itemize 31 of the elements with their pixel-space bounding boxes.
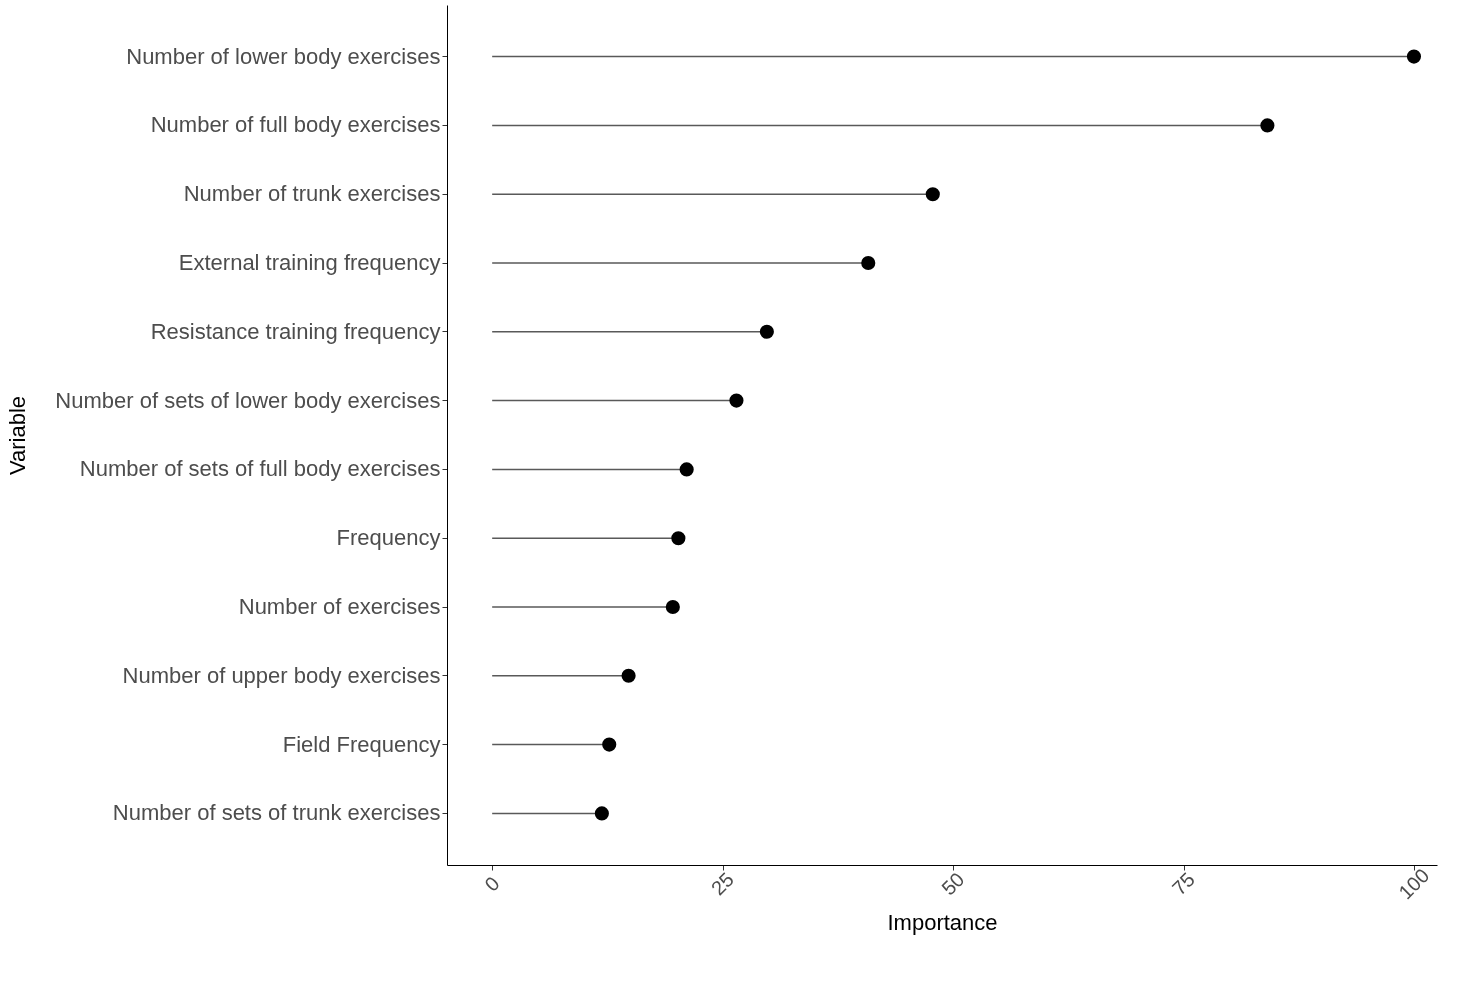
point bbox=[594, 806, 609, 821]
y-axis-title: Variable bbox=[4, 395, 30, 476]
y-tick-label: Number of trunk exercises bbox=[183, 181, 441, 207]
point bbox=[671, 531, 686, 546]
y-tick-label: External training frequency bbox=[178, 250, 441, 275]
point bbox=[759, 324, 774, 339]
point bbox=[1260, 118, 1275, 133]
point bbox=[621, 668, 636, 683]
point bbox=[1406, 49, 1422, 64]
y-tick-label: Number of exercises bbox=[238, 594, 441, 619]
point bbox=[925, 187, 940, 202]
y-tick-label: Number of sets of full body exercises bbox=[79, 456, 441, 482]
y-tick-label: Field Frequency bbox=[282, 731, 441, 757]
y-tick-label: Number of full body exercises bbox=[150, 112, 441, 138]
y-tick-label: Number of lower body exercises bbox=[126, 43, 441, 69]
y-tick-label: Number of sets of trunk exercises bbox=[112, 800, 441, 826]
point bbox=[602, 737, 617, 752]
x-tick-label: 50 bbox=[937, 868, 969, 900]
x-axis-title: Importance bbox=[887, 910, 998, 936]
x-tick-label: 25 bbox=[706, 868, 739, 900]
point bbox=[861, 255, 876, 271]
y-tick-label: Resistance training frequency bbox=[150, 318, 441, 344]
y-tick-label: Frequency bbox=[336, 525, 441, 551]
point bbox=[665, 599, 680, 615]
x-tick-label: 100 bbox=[1394, 864, 1434, 904]
y-tick-label: Number of upper body exercises bbox=[122, 662, 441, 688]
x-tick-label: 75 bbox=[1167, 868, 1199, 900]
y-tick-label: Number of sets of lower body exercises bbox=[55, 387, 441, 413]
point bbox=[729, 393, 744, 408]
point bbox=[679, 462, 694, 477]
x-tick-label: 0 bbox=[480, 872, 504, 896]
